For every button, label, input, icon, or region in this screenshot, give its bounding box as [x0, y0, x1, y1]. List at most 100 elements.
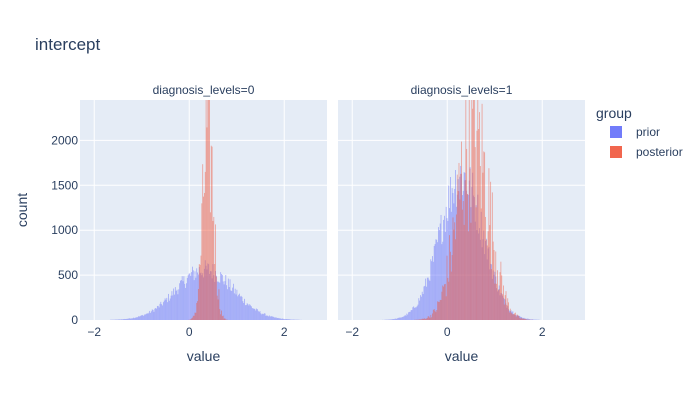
histogram-bar [222, 315, 224, 320]
histogram-bar [448, 185, 450, 320]
legend-label: prior [636, 125, 660, 139]
histogram-bar [135, 317, 137, 320]
histogram-bar [130, 318, 132, 320]
histogram-bar [185, 287, 187, 320]
histogram-bar [440, 214, 442, 320]
histogram-bar [224, 281, 226, 320]
histogram-bar [200, 255, 202, 320]
legend-item-posterior[interactable]: posterior [610, 145, 683, 159]
histogram-bar [140, 315, 142, 320]
histogram-bar [426, 277, 428, 320]
histogram-bar [227, 289, 228, 320]
histogram-bar [491, 192, 493, 320]
histogram-bar [289, 319, 291, 320]
histogram-bar [408, 311, 410, 320]
histogram-bar [149, 310, 151, 320]
histogram-bar [414, 307, 415, 320]
histogram-bar [146, 313, 148, 320]
x-tick-label: 2 [539, 325, 546, 339]
histogram-bar [168, 300, 170, 320]
histogram-bar [196, 268, 198, 320]
legend-item-prior[interactable]: prior [610, 125, 660, 139]
histogram-bar [390, 319, 392, 320]
histogram-bar [165, 299, 167, 320]
histogram-bar [529, 319, 531, 320]
histogram-bar [138, 316, 140, 320]
histogram-bar [244, 298, 246, 320]
histogram-bar [449, 235, 451, 320]
histogram-bar [189, 273, 191, 320]
histogram-bar [226, 285, 228, 320]
histogram-bar [129, 318, 131, 320]
histogram-bar [211, 146, 213, 320]
histogram-bar [157, 305, 159, 320]
histogram-bar [179, 283, 181, 320]
histogram-bar [507, 298, 509, 320]
x-tick-label: 0 [444, 325, 451, 339]
histogram-bar [220, 314, 222, 320]
histogram-bar [436, 239, 438, 320]
histogram-bar [150, 311, 152, 320]
histogram-bar [220, 272, 222, 320]
histogram-bar [463, 224, 465, 320]
histogram-bar [450, 211, 452, 320]
histogram-bar [437, 242, 439, 320]
histogram-bar [256, 308, 257, 320]
histogram-bar [164, 298, 166, 320]
histogram-bar [121, 319, 122, 320]
histogram-bar [406, 313, 408, 320]
histogram-bar [510, 312, 512, 320]
histogram-bar [221, 273, 222, 320]
histogram-bar [476, 130, 478, 320]
histogram-bar [161, 304, 163, 320]
histogram-bar [420, 319, 422, 320]
histogram-bar [121, 319, 123, 320]
histogram-bar [268, 316, 269, 320]
histogram-bar [162, 305, 163, 320]
histogram-bar [125, 319, 127, 320]
histogram-bar [192, 317, 193, 320]
histogram-bar [402, 316, 404, 320]
histogram-bar [190, 319, 192, 320]
histogram-bar [254, 308, 256, 320]
histogram-bar [467, 231, 469, 320]
histogram-bar [245, 305, 246, 320]
x-tick-label: 2 [281, 325, 288, 339]
histogram-bar [124, 318, 126, 320]
histogram-bar [447, 220, 449, 320]
histogram-bar [495, 251, 497, 320]
histogram-bar [280, 318, 282, 320]
histogram-bar [221, 274, 223, 320]
histogram-bar [270, 315, 272, 320]
facet-panel-0: diagnosis_levels=0 −2 0 2 0 500 1000 1500 2000 va… [51, 83, 327, 364]
histogram-bar [274, 317, 275, 320]
histogram-bar [162, 302, 164, 320]
histogram-bar [193, 280, 195, 320]
histogram-bar [203, 196, 204, 320]
histogram-bar [451, 255, 453, 320]
histogram-bar [212, 220, 214, 320]
histogram-bar [494, 283, 496, 320]
histogram-bar [441, 244, 443, 320]
histogram-bar [252, 308, 254, 320]
histogram-bar [479, 166, 481, 320]
histogram-bar [442, 241, 444, 320]
histogram-bar [128, 318, 130, 320]
histogram-bar [440, 300, 442, 320]
x-axis-label: value [187, 348, 221, 364]
histogram-bar [184, 283, 186, 320]
histogram-bar [420, 296, 422, 320]
histogram-bar [528, 319, 530, 320]
histogram-bar [497, 270, 498, 320]
histogram-bar [260, 313, 262, 320]
histogram-bar [444, 283, 446, 320]
histogram-bar [481, 103, 483, 320]
histogram-bar [442, 285, 444, 320]
histogram-bar [435, 312, 437, 320]
histogram-bar [222, 281, 224, 320]
histogram-bar [498, 289, 500, 320]
histogram-bar [208, 100, 210, 320]
histogram-bar [404, 314, 406, 320]
histogram-bar [193, 315, 195, 320]
histogram-bar [436, 310, 438, 320]
